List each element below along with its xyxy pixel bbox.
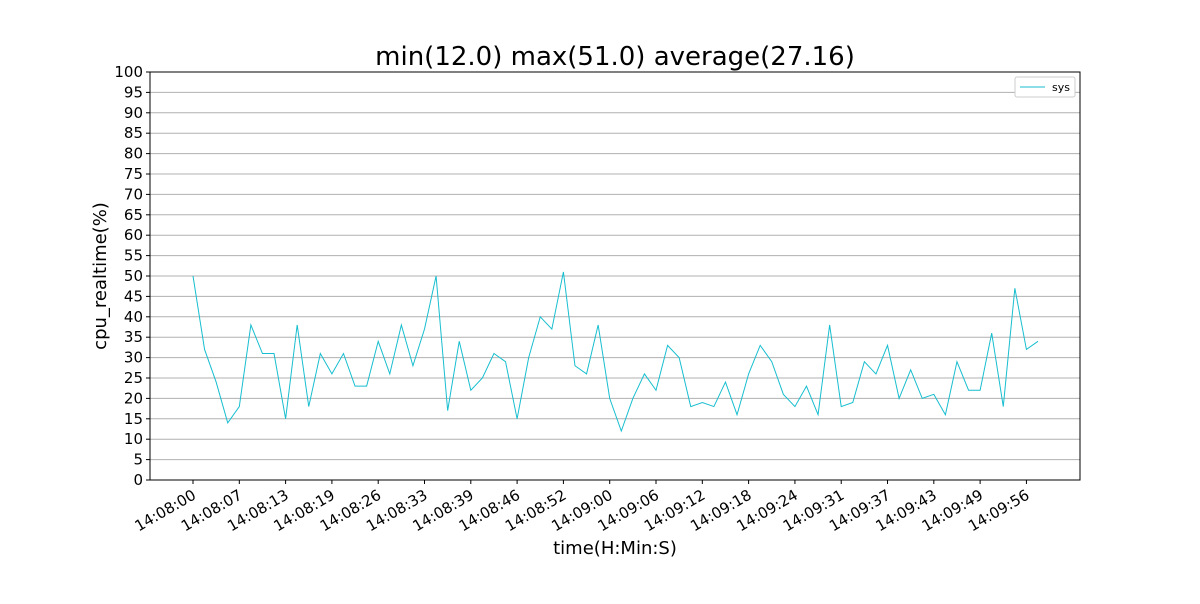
y-tick-label-60: 60	[124, 226, 143, 244]
y-tick-label-10: 10	[124, 430, 143, 448]
y-tick-label-0: 0	[133, 471, 143, 489]
y-tick-label-25: 25	[124, 369, 143, 387]
y-tick-label-90: 90	[124, 104, 143, 122]
y-tick-label-30: 30	[124, 349, 143, 367]
y-tick-label-85: 85	[124, 124, 143, 142]
y-tick-label-95: 95	[124, 83, 143, 101]
y-tick-label-45: 45	[124, 287, 143, 305]
y-tick-label-40: 40	[124, 308, 143, 326]
y-tick-label-5: 5	[133, 451, 143, 469]
series-line-sys	[192, 271, 1039, 433]
y-axis-label: cpu_realtime(%)	[90, 202, 111, 350]
y-tick-label-35: 35	[124, 328, 143, 346]
y-tick-label-65: 65	[124, 206, 143, 224]
gridlines	[150, 71, 1080, 481]
y-axis: 0 5 10 15 20 25 30 35 40 45 50 55 60 65 70 75 80 85 90 95 10…	[114, 63, 150, 489]
series-layer	[192, 271, 1039, 433]
y-tick-label-55: 55	[124, 247, 143, 265]
y-tick-label-20: 20	[124, 389, 143, 407]
chart-title: min(12.0) max(51.0) average(27.16)	[375, 42, 855, 72]
y-tick-label-15: 15	[124, 410, 143, 428]
y-tick-label-75: 75	[124, 165, 143, 183]
legend: sys	[1014, 76, 1076, 98]
y-tick-label-50: 50	[124, 267, 143, 285]
y-tick-label-80: 80	[124, 145, 143, 163]
legend-label-sys: sys	[1052, 81, 1070, 94]
y-tick-label-70: 70	[124, 185, 143, 203]
y-tick-label-100: 100	[114, 63, 143, 81]
x-axis-label: time(H:Min:S)	[553, 538, 677, 559]
